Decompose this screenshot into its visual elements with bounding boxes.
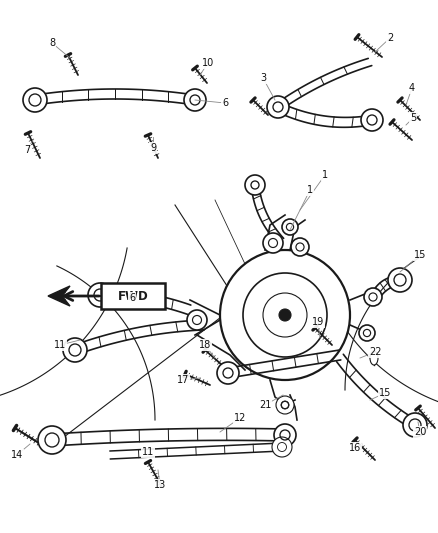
Text: 12: 12 xyxy=(234,413,246,423)
Circle shape xyxy=(286,223,293,231)
Text: 14: 14 xyxy=(11,450,23,460)
Circle shape xyxy=(281,401,289,409)
Circle shape xyxy=(272,437,292,457)
Circle shape xyxy=(38,426,66,454)
Text: 13: 13 xyxy=(154,480,166,490)
Text: 10: 10 xyxy=(202,58,214,68)
Circle shape xyxy=(359,325,375,341)
Text: 15: 15 xyxy=(414,250,426,260)
Text: 11: 11 xyxy=(54,340,66,350)
Text: 17: 17 xyxy=(177,375,189,385)
Circle shape xyxy=(274,424,296,446)
Circle shape xyxy=(279,309,291,321)
Circle shape xyxy=(296,243,304,251)
Text: 21: 21 xyxy=(259,400,271,410)
Circle shape xyxy=(263,293,307,337)
Circle shape xyxy=(369,293,377,301)
Circle shape xyxy=(361,109,383,131)
Text: 4: 4 xyxy=(409,83,415,93)
Circle shape xyxy=(243,273,327,357)
Text: 18: 18 xyxy=(199,340,211,350)
Circle shape xyxy=(220,250,350,380)
Text: 1: 1 xyxy=(322,170,328,180)
Circle shape xyxy=(268,238,278,247)
Circle shape xyxy=(276,396,294,414)
Text: 19: 19 xyxy=(312,317,324,327)
Circle shape xyxy=(277,397,293,413)
Text: 7: 7 xyxy=(24,145,30,155)
Circle shape xyxy=(267,96,289,118)
Circle shape xyxy=(403,413,427,437)
Circle shape xyxy=(282,219,298,235)
Text: 16: 16 xyxy=(349,443,361,453)
Circle shape xyxy=(23,88,47,112)
Circle shape xyxy=(217,362,239,384)
Circle shape xyxy=(388,268,412,292)
Text: 2: 2 xyxy=(387,33,393,43)
Polygon shape xyxy=(48,286,102,306)
Text: 15: 15 xyxy=(379,388,391,398)
Circle shape xyxy=(88,283,112,307)
Text: 20: 20 xyxy=(414,427,426,437)
Text: 9: 9 xyxy=(150,143,156,153)
Circle shape xyxy=(187,310,207,330)
Text: 6: 6 xyxy=(222,98,228,108)
Text: 8: 8 xyxy=(49,38,55,48)
Text: 1: 1 xyxy=(307,185,313,195)
Ellipse shape xyxy=(370,351,378,365)
Text: 6: 6 xyxy=(129,293,135,303)
Text: FWD: FWD xyxy=(118,289,148,303)
Circle shape xyxy=(245,175,265,195)
Circle shape xyxy=(63,338,87,362)
Text: 22: 22 xyxy=(369,347,381,357)
Text: 5: 5 xyxy=(410,113,416,123)
Text: 3: 3 xyxy=(260,73,266,83)
Circle shape xyxy=(291,238,309,256)
Circle shape xyxy=(364,329,371,337)
Circle shape xyxy=(192,316,201,325)
FancyBboxPatch shape xyxy=(101,283,165,309)
Circle shape xyxy=(184,89,206,111)
Circle shape xyxy=(263,233,283,253)
Circle shape xyxy=(364,288,382,306)
Text: 11: 11 xyxy=(142,447,154,457)
